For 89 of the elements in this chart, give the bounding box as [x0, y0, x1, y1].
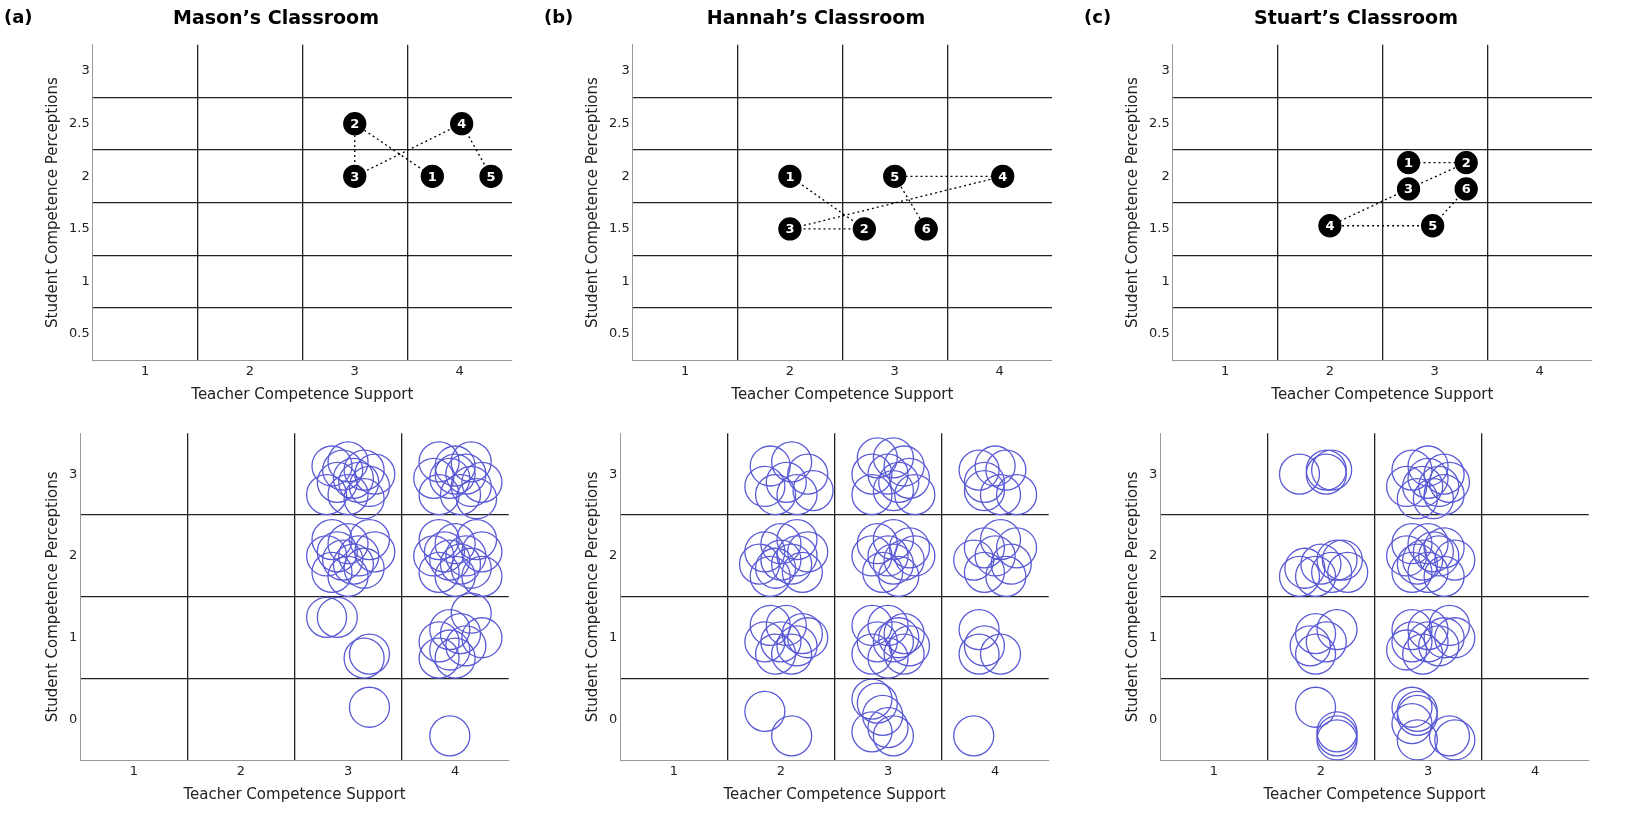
y-tick-label: 3 — [1148, 465, 1158, 481]
y-tick-label: 1 — [1148, 629, 1158, 645]
y-tick-label: 2.5 — [1148, 115, 1170, 131]
chart-title: Mason’s Classroom — [173, 6, 379, 29]
x-tick-label: 3 — [890, 362, 899, 378]
x-axis-title: Teacher Competence Support — [722, 784, 946, 803]
annotation: 4 — [457, 116, 467, 132]
y-tick-label: 1.5 — [1148, 220, 1170, 236]
y-tick-label: 1.5 — [608, 220, 630, 236]
y-tick-label: 1 — [81, 272, 90, 288]
y-tick-label: 0 — [1148, 710, 1158, 726]
x-axis-title: Teacher Competence Support — [1262, 784, 1486, 803]
y-tick-label: 1.5 — [68, 220, 90, 236]
x-tick-label: 3 — [1423, 762, 1433, 778]
y-tick-label: 3 — [608, 465, 618, 481]
annotation: 2 — [350, 116, 360, 132]
y-tick-label: 2 — [68, 547, 78, 563]
x-tick-label: 2 — [245, 362, 255, 378]
chart-title: Stuart’s Classroom — [1254, 6, 1458, 29]
x-tick-label: 2 — [785, 362, 795, 378]
y-tick-label: 2.5 — [68, 115, 90, 131]
y-tick-label: 0.5 — [608, 325, 630, 341]
annotation: 4 — [1325, 218, 1335, 234]
y-tick-label: 3 — [68, 465, 78, 481]
x-tick-label: 1 — [1220, 362, 1230, 378]
annotation: 3 — [350, 168, 360, 184]
annotation: 3 — [1404, 181, 1414, 197]
y-tick-label: 2 — [81, 167, 90, 183]
chart-title: Hannah’s Classroom — [706, 6, 926, 29]
x-tick-label: 2 — [236, 762, 246, 778]
y-tick-label: 2 — [621, 167, 630, 183]
annotation: 2 — [859, 221, 869, 237]
annotation: 2 — [1461, 155, 1471, 170]
y-tick-label: 2.5 — [608, 115, 630, 131]
x-tick-label: 4 — [995, 362, 1004, 378]
text: (b) — [544, 6, 574, 27]
y-axis-title: Student Competence Perceptions — [42, 471, 61, 723]
x-tick-label: 4 — [1535, 362, 1544, 378]
y-tick-label: 1 — [68, 629, 78, 645]
annotation: 1 — [785, 168, 795, 184]
x-tick-label: 1 — [1209, 762, 1218, 778]
x-tick-label: 4 — [991, 762, 1000, 778]
y-tick-label: 0.5 — [1148, 325, 1170, 341]
y-tick-label: 2 — [608, 547, 618, 563]
x-tick-label: 4 — [451, 762, 460, 778]
annotation: 4 — [998, 168, 1008, 184]
y-tick-label: 0 — [68, 710, 78, 726]
x-tick-label: 3 — [343, 762, 353, 778]
x-tick-label: 2 — [1325, 362, 1335, 378]
x-tick-label: 3 — [883, 762, 893, 778]
y-tick-label: 3 — [1161, 62, 1170, 78]
y-tick-label: 0.5 — [68, 325, 90, 341]
x-tick-label: 1 — [680, 362, 690, 378]
x-axis-title: Teacher Competence Support — [182, 784, 406, 803]
x-tick-label: 3 — [1430, 362, 1439, 378]
y-tick-label: 1 — [621, 272, 630, 288]
y-tick-label: 0 — [608, 710, 618, 726]
y-tick-label: 1 — [608, 629, 618, 645]
y-axis-title: Student Competence Perceptions — [582, 471, 601, 723]
y-tick-label: 3 — [621, 62, 630, 78]
x-tick-label: 1 — [669, 762, 678, 778]
x-tick-label: 1 — [140, 362, 150, 378]
x-axis-title: Teacher Competence Support — [730, 384, 954, 403]
y-axis-title: Student Competence Perceptions — [42, 77, 61, 329]
annotation: 5 — [890, 168, 900, 184]
annotation: 1 — [1404, 155, 1414, 170]
y-tick-label: 3 — [81, 62, 90, 78]
y-axis-title: Student Competence Perceptions — [1122, 471, 1141, 723]
annotation: 1 — [427, 168, 437, 184]
x-tick-label: 2 — [1316, 762, 1326, 778]
annotation: 5 — [1428, 218, 1438, 234]
annotation: 6 — [1461, 181, 1471, 197]
x-tick-label: 4 — [1531, 762, 1540, 778]
annotation: 3 — [785, 221, 795, 237]
x-tick-label: 3 — [350, 362, 359, 378]
y-axis-title: Student Competence Perceptions — [1122, 77, 1141, 329]
y-tick-label: 1 — [1161, 272, 1170, 288]
x-tick-label: 4 — [455, 362, 464, 378]
x-axis-title: Teacher Competence Support — [1270, 384, 1494, 403]
x-tick-label: 2 — [776, 762, 786, 778]
y-tick-label: 2 — [1161, 167, 1170, 183]
x-axis-title: Teacher Competence Support — [190, 384, 414, 403]
y-axis-title: Student Competence Perceptions — [582, 77, 601, 329]
annotation: 6 — [921, 221, 931, 237]
x-tick-label: 1 — [129, 762, 138, 778]
y-tick-label: 2 — [1148, 547, 1158, 563]
text: (a) — [4, 6, 33, 27]
annotation: 5 — [486, 168, 496, 184]
text: (c) — [1084, 6, 1112, 27]
